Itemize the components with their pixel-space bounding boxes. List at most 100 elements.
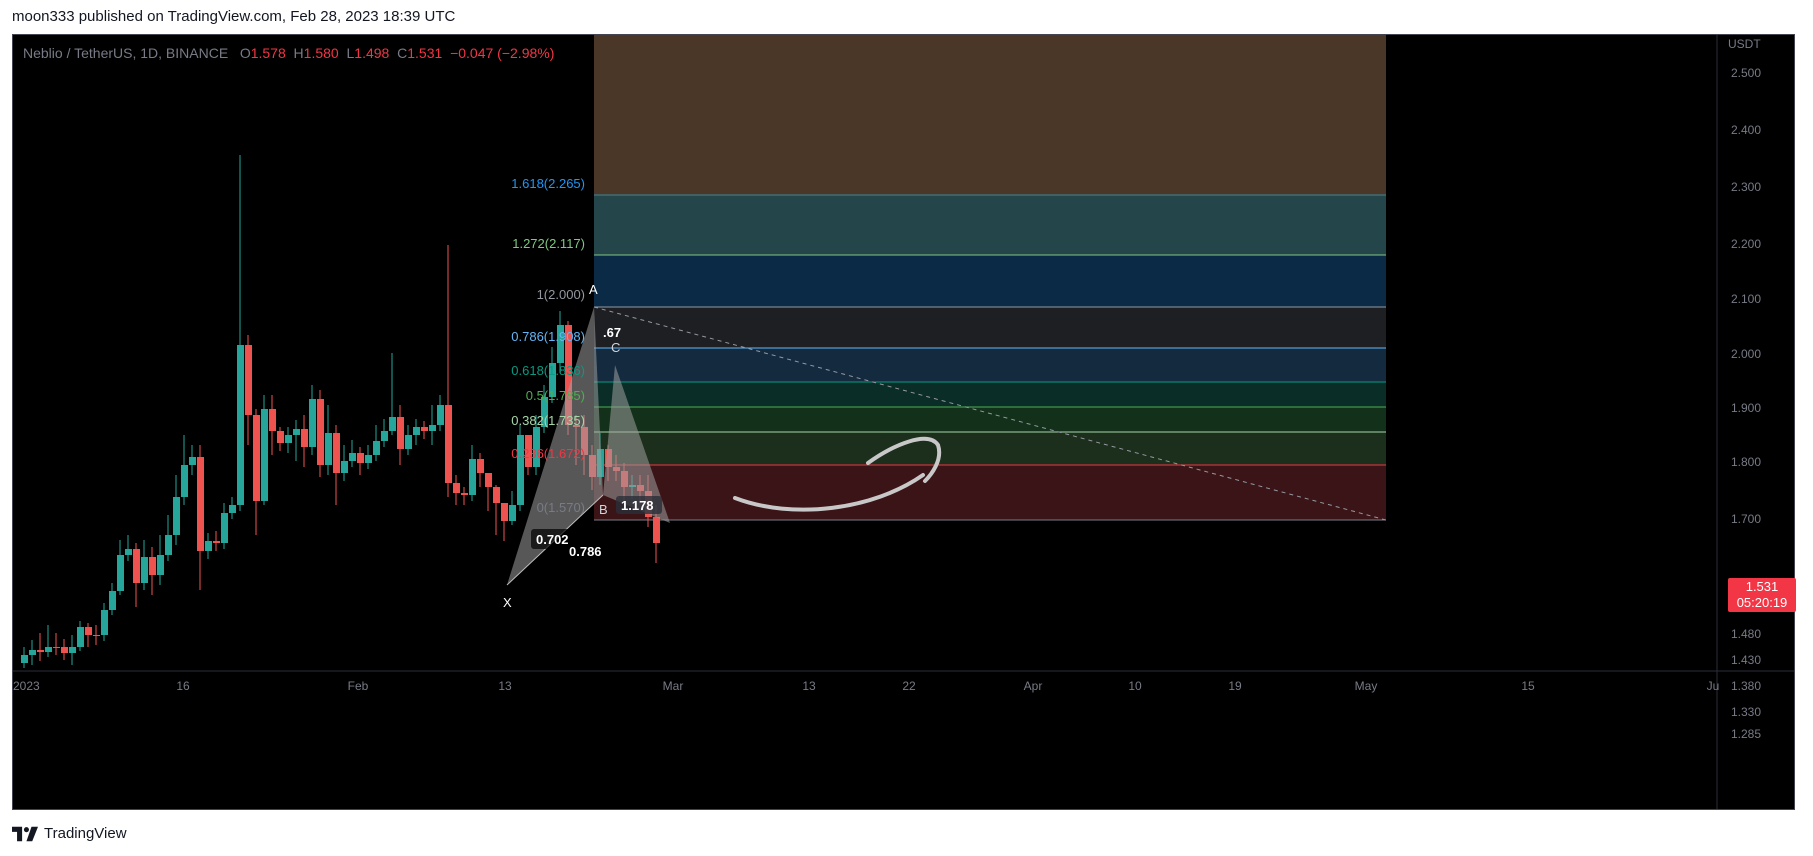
price-tick: 1.900 [1731, 401, 1761, 415]
publish-info: moon333 published on TradingView.com, Fe… [12, 8, 456, 25]
candle-body [261, 409, 268, 501]
candle-body [37, 650, 44, 652]
candle-body [285, 435, 292, 443]
time-tick: Mar [663, 679, 684, 693]
candle-body [389, 417, 396, 431]
candle-body [533, 427, 540, 467]
candle-body [381, 431, 388, 441]
high-value: 1.580 [303, 45, 339, 61]
time-tick: Feb [348, 679, 369, 693]
tradingview-logo-icon [12, 826, 38, 841]
candle-body [461, 493, 468, 495]
price-tick: 1.800 [1731, 455, 1761, 469]
price-tick: 2.000 [1731, 347, 1761, 361]
price-tick: 1.430 [1731, 653, 1761, 667]
time-tick: May [1355, 679, 1378, 693]
fib-label-05: 0.5(1.785) [526, 388, 585, 403]
fib-label-0: 0(1.570) [537, 500, 585, 515]
trend-line[interactable] [593, 306, 1387, 521]
time-tick: 10 [1128, 679, 1142, 693]
candle-body [109, 591, 116, 610]
time-axis[interactable]: 2023 16 Feb 13 Mar 13 22 Apr 10 19 May 15 Ju [13, 679, 1719, 693]
candle-body [221, 513, 228, 543]
symbol-name[interactable]: Neblio / TetherUS, 1D, BINANCE [23, 45, 229, 61]
candle-body [421, 427, 428, 431]
ratio-bc: 1.178 [621, 498, 654, 513]
time-tick: 19 [1228, 679, 1242, 693]
candle-body [349, 453, 356, 461]
candle-body [549, 363, 556, 397]
candle-body [269, 409, 276, 431]
fib-zone-1618 [594, 195, 1386, 255]
candle-body [317, 399, 324, 465]
candle-body [45, 647, 52, 652]
candle-body [93, 635, 100, 636]
candle-body [117, 555, 124, 591]
candle-body [21, 655, 28, 663]
fib-label-1618: 1.618(2.265) [511, 176, 585, 191]
fib-zone-0786 [594, 348, 1386, 382]
price-tick: 2.100 [1731, 292, 1761, 306]
footer-brand[interactable]: TradingView [12, 825, 127, 842]
candle-body [197, 457, 204, 551]
candle-body [301, 429, 308, 447]
fib-label-1: 1(2.000) [537, 287, 585, 302]
price-tick: 1.285 [1731, 727, 1761, 741]
fib-zone-1 [594, 307, 1386, 348]
current-price-tag: 1.531 05:20:19 [1728, 578, 1796, 612]
fib-zone-05 [594, 407, 1386, 432]
low-label: L [346, 45, 355, 61]
candle-body [509, 505, 516, 521]
fib-zone-0618 [594, 382, 1386, 407]
candle-body [229, 505, 236, 513]
fib-zone-top [594, 35, 1386, 195]
candle-body [53, 647, 60, 648]
candle-body [493, 487, 500, 503]
close-value: 1.531 [407, 45, 443, 61]
candle-body [517, 435, 524, 505]
pattern-point-b: B [599, 502, 608, 517]
fib-label-0236: 0.236(1.672) [511, 446, 585, 461]
candle-body [245, 345, 252, 415]
time-tick: 16 [176, 679, 190, 693]
pattern-bcd [603, 365, 670, 523]
candle-body [341, 461, 348, 473]
candle-body [357, 453, 364, 463]
candle-body [333, 433, 340, 473]
candle-body [413, 427, 420, 435]
ratio-xb-bg [531, 529, 571, 549]
time-tick: Ju [1707, 679, 1720, 693]
chart-panel[interactable]: 1.618(2.265) 1.272(2.117) 1(2.000) 0.786… [12, 34, 1795, 810]
fib-zone-1272 [594, 255, 1386, 307]
candle-body [133, 549, 140, 583]
time-tick: 15 [1521, 679, 1535, 693]
price-tick: 2.400 [1731, 123, 1761, 137]
candle-body [69, 647, 76, 653]
candle-body [173, 497, 180, 535]
candle-body [293, 429, 300, 435]
ratio-bc-bg [616, 496, 662, 514]
candle-body [29, 650, 36, 655]
candle-body [189, 457, 196, 465]
candle-body [157, 555, 164, 575]
candle-body [453, 483, 460, 493]
price-axis[interactable]: USDT 2.500 2.400 2.300 2.200 2.100 2.000 1.900 1… [1728, 37, 1761, 741]
time-tick: 2023 [13, 679, 40, 693]
ratio-xb2: 0.786 [569, 544, 602, 559]
candle-body [277, 431, 284, 443]
price-tick: 1.380 [1731, 679, 1761, 693]
fib-label-1272: 1.272(2.117) [512, 236, 585, 251]
candle-body [141, 557, 148, 583]
brush-arrow[interactable] [733, 436, 942, 512]
price-axis-currency: USDT [1728, 37, 1761, 51]
chart-canvas[interactable]: 1.618(2.265) 1.272(2.117) 1(2.000) 0.786… [13, 35, 1794, 809]
candle-body [309, 399, 316, 447]
price-tick: 2.500 [1731, 66, 1761, 80]
fib-label-0382: 0.382(1.735) [511, 413, 585, 428]
harmonic-pattern[interactable] [506, 307, 670, 586]
candle-body [429, 425, 436, 431]
current-price-value: 1.531 [1745, 579, 1779, 594]
pattern-point-x: X [503, 595, 512, 610]
candle-body [125, 549, 132, 555]
candle-body [565, 325, 572, 425]
